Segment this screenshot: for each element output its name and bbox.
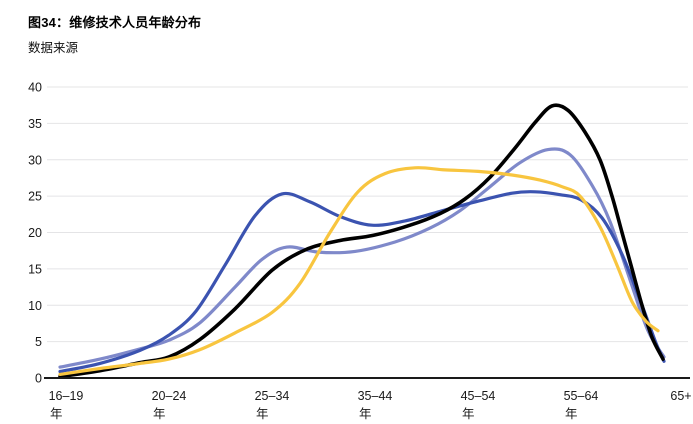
- series-dark-blue-line: [58, 190, 666, 374]
- y-tick-label-25: 25: [28, 190, 42, 204]
- y-tick-label-40: 40: [28, 81, 42, 95]
- x-tick-label-3: 25–34: [255, 389, 290, 403]
- x-tick-label-4: 35–44: [358, 389, 393, 403]
- x-tick-label-7: 65+: [670, 389, 691, 403]
- x-tick-label-unit-5: 年: [462, 407, 475, 421]
- x-tick-label-5: 45–54: [461, 389, 496, 403]
- y-tick-label-5: 5: [35, 335, 42, 349]
- x-tick-label-unit-6: 年: [565, 407, 578, 421]
- chart-title: 图34：维修技术人员年龄分布: [28, 15, 202, 30]
- x-tick-label-2: 20–24: [152, 389, 187, 403]
- x-tick-label-unit-3: 年: [256, 407, 269, 421]
- y-tick-label-20: 20: [28, 226, 42, 240]
- x-tick-label-unit-4: 年: [359, 407, 372, 421]
- y-tick-label-35: 35: [28, 117, 42, 131]
- chart-source-label: 数据来源: [28, 41, 79, 55]
- series-black-line: [58, 103, 665, 379]
- y-tick-label-0: 0: [35, 372, 42, 386]
- y-tick-label-15: 15: [28, 262, 42, 276]
- y-tick-label-10: 10: [28, 299, 42, 313]
- series-periwinkle-line: [58, 147, 666, 369]
- y-tick-label-30: 30: [28, 153, 42, 167]
- x-tick-label-1: 16–19: [49, 389, 84, 403]
- series-yellow-line: [58, 166, 660, 376]
- x-tick-label-6: 55–64: [564, 389, 599, 403]
- x-tick-label-unit-2: 年: [153, 407, 166, 421]
- x-tick-label-unit-1: 年: [50, 407, 63, 421]
